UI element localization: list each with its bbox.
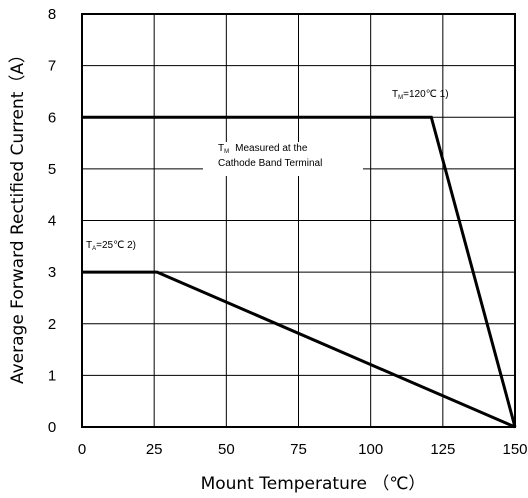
- x-axis-title: Mount Temperature （℃）: [201, 474, 426, 494]
- annotation-measured-t: T: [218, 143, 224, 154]
- annotation-tm-rest: =120℃ 1): [403, 89, 448, 100]
- series-layer: [82, 115, 517, 429]
- x-tick-label: 100: [358, 441, 383, 458]
- x-tick-label: 75: [290, 441, 307, 458]
- y-tick-label: 4: [48, 213, 56, 230]
- x-tick-label: 50: [218, 441, 235, 458]
- y-tick-label: 0: [48, 419, 56, 436]
- annotation-measurement-box: [203, 142, 363, 176]
- y-tick-label: 6: [48, 109, 56, 126]
- x-tick-label: 25: [146, 441, 163, 458]
- y-tick-label: 7: [48, 58, 56, 75]
- y-axis-title: Average Forward Rectified Current（A）: [8, 46, 28, 384]
- annotation-measurement-line1: TM Measured at the: [218, 143, 308, 155]
- series-line-2: [82, 270, 516, 429]
- annotation-ta-sub: A: [92, 246, 96, 252]
- y-tick-label: 2: [48, 316, 56, 333]
- annotation-tm-main: T: [392, 89, 398, 100]
- x-tick-label: 150: [502, 441, 527, 458]
- annotation-ta-25: TA=25℃ 2): [86, 240, 136, 252]
- annotation-measured-text: Measured at the: [235, 143, 308, 154]
- annotation-measurement-line2: Cathode Band Terminal: [218, 158, 322, 169]
- annotation-tm-sub: M: [398, 95, 403, 101]
- x-tick-label: 125: [430, 441, 455, 458]
- annotation-ta-main: T: [86, 240, 92, 251]
- annotation-measured-sub: M: [224, 149, 229, 155]
- x-tick-label: 0: [78, 441, 86, 458]
- y-tick-label: 3: [48, 264, 56, 281]
- y-tick-labels: 0 1 2 3 4 5 6 7 8: [48, 6, 56, 436]
- series-line-1: [82, 115, 517, 428]
- y-tick-label: 8: [48, 6, 56, 23]
- y-tick-label: 1: [48, 367, 56, 384]
- annotation-tm-120: TM=120℃ 1): [392, 89, 449, 101]
- annotation-ta-rest: =25℃ 2): [96, 240, 136, 251]
- y-tick-label: 5: [48, 161, 56, 178]
- plot-area-frame: [81, 13, 516, 428]
- x-tick-labels: 0 25 50 75 100 125 150: [78, 441, 528, 458]
